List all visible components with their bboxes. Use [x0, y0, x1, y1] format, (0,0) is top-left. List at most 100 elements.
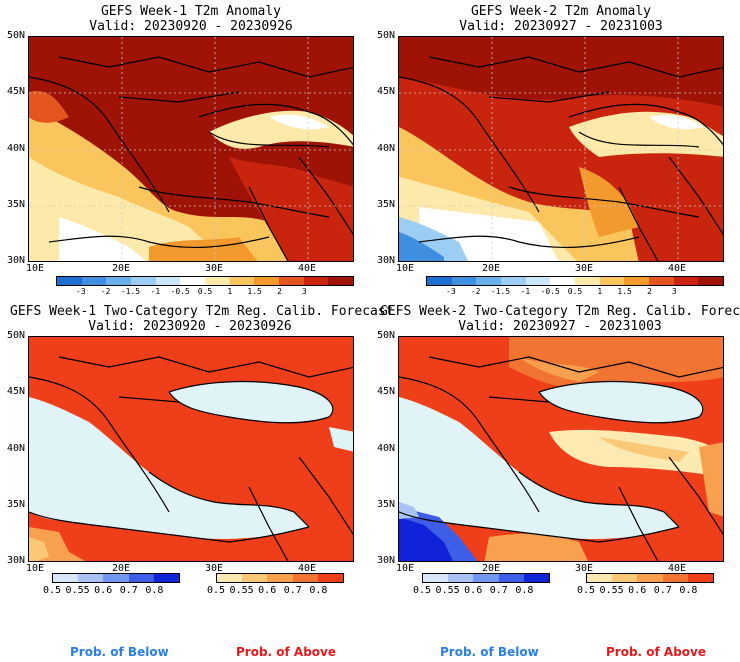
- probability-colorbar-tick-label: 0.8: [145, 585, 164, 596]
- anomaly-colorbar-tick-label: 3: [671, 287, 677, 296]
- colorbar-swatch: [501, 277, 526, 285]
- panel3-map: [28, 336, 354, 562]
- lat-label-35n: 35N: [376, 499, 395, 510]
- panel4-title-line2: Valid: 20230927 - 20231003: [458, 319, 662, 334]
- colorbar-swatch: [217, 574, 243, 582]
- panel3-title-line1: GEFS Week-1 Two-Category T2m Reg. Calib.…: [10, 304, 394, 319]
- lat-label-50n: 50N: [376, 30, 395, 41]
- probability-colorbar-tick-label: 0.6: [464, 585, 483, 596]
- lon-label-20e: 20E: [481, 263, 501, 274]
- anomaly-colorbar-tick-label: -2: [100, 287, 111, 296]
- anomaly-colorbar-tick-label: -1: [150, 287, 161, 296]
- anomaly-colorbar-tick-label: -3: [446, 287, 456, 296]
- colorbar-swatch: [448, 574, 474, 582]
- colorbar-swatch: [673, 277, 699, 285]
- lon-label-40e: 40E: [297, 263, 317, 274]
- panel3-title-line2: Valid: 20230920 - 20230926: [88, 319, 292, 334]
- colorbar-swatch: [637, 574, 663, 582]
- colorbar-swatch: [106, 277, 132, 285]
- colorbar-swatch: [624, 277, 650, 285]
- legend-prob-above-right: Prob. of Above: [606, 645, 707, 659]
- colorbar-swatch: [53, 574, 79, 582]
- lat-label-50n: 50N: [6, 30, 25, 41]
- panel2-map: [398, 36, 724, 262]
- lon-label-20e: 20E: [481, 563, 501, 574]
- colorbar-swatch: [242, 574, 268, 582]
- colorbar-swatch: [131, 277, 156, 285]
- colorbar-swatch: [649, 277, 674, 285]
- below-colorbar-right: [422, 573, 550, 583]
- colorbar-swatch: [662, 574, 688, 582]
- colorbar-swatch: [292, 574, 318, 582]
- colorbar-swatch: [599, 277, 625, 285]
- lat-label-45n: 45N: [6, 86, 25, 97]
- lon-label-10e: 10E: [395, 563, 415, 574]
- probability-colorbar-tick-label: 0.8: [309, 585, 328, 596]
- anomaly-colorbar-tick-label: 0.5: [197, 287, 213, 296]
- anomaly-colorbar-tick-label: 1.5: [617, 287, 632, 296]
- anomaly-colorbar-tick-label: 0.5: [567, 287, 583, 296]
- lon-label-40e: 40E: [667, 563, 687, 574]
- panel1-title-line2: Valid: 20230920 - 20230926: [89, 19, 293, 34]
- lon-label-10e: 10E: [395, 263, 415, 274]
- anomaly-colorbar-tick-label: -2: [470, 287, 481, 296]
- anomaly-colorbar-left: [56, 276, 354, 286]
- lat-label-40n: 40N: [6, 143, 25, 154]
- colorbar-swatch: [687, 574, 714, 582]
- probability-colorbar-tick-label: 0.55: [435, 585, 460, 596]
- lon-label-40e: 40E: [297, 563, 317, 574]
- colorbar-swatch: [587, 574, 613, 582]
- anomaly-colorbar-tick-label: 1: [597, 287, 603, 296]
- probability-colorbar-tick-label: 0.6: [628, 585, 647, 596]
- colorbar-swatch: [229, 277, 255, 285]
- colorbar-swatch: [612, 574, 638, 582]
- colorbar-swatch: [575, 277, 600, 285]
- panel3-title: GEFS Week-1 Two-Category T2m Reg. Calib.…: [10, 304, 394, 334]
- lat-label-40n: 40N: [376, 143, 395, 154]
- colorbar-swatch: [698, 277, 724, 285]
- colorbar-swatch: [78, 574, 104, 582]
- probability-colorbar-tick-label: 0.5: [576, 585, 596, 596]
- panel2-title-line1: GEFS Week-2 T2m Anomaly: [470, 4, 651, 19]
- colorbar-swatch: [153, 574, 180, 582]
- colorbar-swatch: [128, 574, 154, 582]
- legend-prob-below-right: Prob. of Below: [440, 645, 539, 659]
- lon-label-30e: 30E: [574, 563, 594, 574]
- colorbar-swatch: [525, 277, 551, 285]
- colorbar-swatch: [317, 574, 344, 582]
- panel4-title: GEFS Week-2 Two-Category T2m Reg. Calib.…: [380, 304, 740, 334]
- colorbar-swatch: [254, 277, 280, 285]
- anomaly-colorbar-tick-label: -1.5: [120, 287, 141, 296]
- colorbar-swatch: [498, 574, 524, 582]
- probability-colorbar-tick-label: 0.8: [679, 585, 698, 596]
- anomaly-colorbar-tick-label: -3: [76, 287, 86, 296]
- probability-colorbar-tick-label: 0.5: [206, 585, 226, 596]
- lat-label-45n: 45N: [376, 86, 395, 97]
- colorbar-swatch: [57, 277, 82, 285]
- lon-label-40e: 40E: [667, 263, 687, 274]
- colorbar-swatch: [180, 277, 206, 285]
- lon-label-20e: 20E: [111, 263, 131, 274]
- lon-label-10e: 10E: [25, 263, 45, 274]
- lat-label-50n: 50N: [6, 330, 25, 341]
- probability-colorbar-tick-label: 0.7: [653, 585, 672, 596]
- probability-colorbar-tick-label: 0.5: [412, 585, 432, 596]
- colorbar-swatch: [155, 277, 181, 285]
- lat-label-35n: 35N: [376, 199, 395, 210]
- colorbar-swatch: [328, 277, 354, 285]
- probability-colorbar-tick-label: 0.8: [515, 585, 534, 596]
- probability-colorbar-tick-label: 0.7: [489, 585, 508, 596]
- panel2-title-line2: Valid: 20230927 - 20231003: [459, 19, 663, 34]
- lat-label-30n: 30N: [376, 255, 395, 266]
- lon-label-30e: 30E: [204, 563, 224, 574]
- panel2-title: GEFS Week-2 T2m Anomaly Valid: 20230927 …: [398, 4, 724, 34]
- lat-label-35n: 35N: [6, 199, 25, 210]
- colorbar-swatch: [550, 277, 576, 285]
- lat-label-50n: 50N: [376, 330, 395, 341]
- probability-colorbar-tick-label: 0.6: [94, 585, 113, 596]
- lon-label-30e: 30E: [204, 263, 224, 274]
- lat-label-45n: 45N: [376, 386, 395, 397]
- probability-colorbar-tick-label: 0.5: [42, 585, 62, 596]
- probability-colorbar-tick-label: 0.7: [283, 585, 302, 596]
- colorbar-swatch: [303, 277, 329, 285]
